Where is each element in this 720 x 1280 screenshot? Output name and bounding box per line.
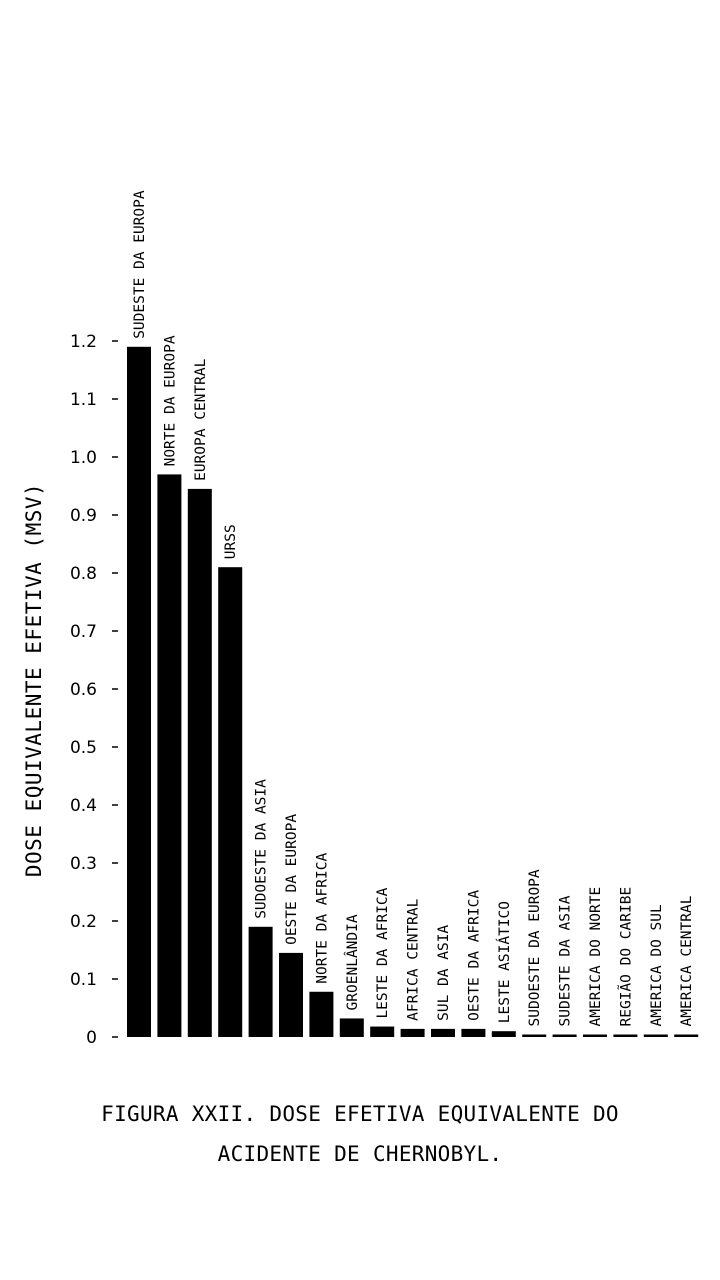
bar-label: SUDESTE DA EUROPA [132, 190, 148, 339]
bars [127, 346, 699, 1037]
bar [461, 1028, 486, 1037]
y-tick-label: 0.7 [70, 622, 97, 642]
bar-label: AMERICA CENTRAL [679, 895, 695, 1026]
y-tick-label: 0.4 [70, 796, 97, 816]
y-axis-ticks: 0 0.1 0.2 0.3 0.4 0.5 0.6 0.7 0.8 0.9 1.0 1.1 1.2 [70, 332, 118, 1048]
bar [248, 926, 273, 1037]
bar [674, 1034, 699, 1037]
bar-label: URSS [223, 524, 239, 559]
bar [218, 567, 243, 1037]
bar-label: SUDOESTE DA ASIA [254, 779, 270, 919]
bar [187, 488, 212, 1037]
bar-label: AFRICA CENTRAL [406, 898, 422, 1020]
bar-label: NORTE DA EUROPA [162, 335, 178, 466]
bar-label: EUROPA CENTRAL [193, 358, 209, 480]
bar [339, 1018, 364, 1037]
bar [491, 1031, 516, 1037]
bar [522, 1034, 547, 1037]
bar-label: LESTE ASIÁTICO [496, 901, 513, 1023]
y-tick-label: 0.2 [70, 912, 97, 932]
bar-labels: SUDESTE DA EUROPA NORTE DA EUROPA EUROPA C… [132, 190, 695, 1026]
bar [400, 1028, 425, 1037]
bar-label: OESTE DA EUROPA [284, 814, 300, 945]
bar-label: REGIÃO DO CARIBE [617, 887, 634, 1027]
y-tick-label: 0.8 [70, 564, 97, 584]
bar-label: SUDESTE DA ASIA [558, 895, 574, 1026]
y-tick-label: 0 [86, 1028, 97, 1048]
bar-label: SUL DA ASIA [436, 925, 452, 1021]
figure-caption: FIGURA XXII. DOSE EFETIVA EQUIVALENTE DO… [20, 1094, 700, 1174]
bar-label: LESTE DA AFRICA [375, 887, 391, 1018]
y-tick-label: 0.9 [70, 506, 97, 526]
y-tick-label: 1.2 [70, 332, 97, 352]
bar [643, 1034, 668, 1037]
bar-label: GROENLÂNDIA [343, 914, 361, 1010]
y-tick-label: 0.3 [70, 854, 97, 874]
bar-label: AMERICA DO NORTE [588, 887, 604, 1027]
y-axis-title: DOSE EQUIVALENTE EFETIVA (MSV) [22, 483, 46, 877]
caption-line-2: ACIDENTE DE CHERNOBYL. [217, 1142, 503, 1166]
bar [309, 991, 334, 1037]
bar-label: AMERICA DO SUL [649, 904, 665, 1026]
caption-line-1: FIGURA XXII. DOSE EFETIVA EQUIVALENTE DO [101, 1102, 619, 1126]
bar [613, 1034, 638, 1037]
bar [431, 1028, 455, 1037]
bar [279, 952, 303, 1037]
y-tick-label: 1.1 [70, 390, 97, 410]
bar [157, 474, 182, 1037]
bar-label: NORTE DA AFRICA [314, 853, 330, 984]
bar [583, 1034, 607, 1037]
bar [552, 1034, 577, 1037]
y-tick-label: 0.6 [70, 680, 97, 700]
y-tick-label: 0.5 [70, 738, 97, 758]
bar [127, 346, 151, 1037]
bar-label: OESTE DA AFRICA [466, 890, 482, 1021]
bar [370, 1026, 395, 1037]
bar-chart: 0 0.1 0.2 0.3 0.4 0.5 0.6 0.7 0.8 0.9 1.0 1.1 1.2 SU… [22, 190, 699, 1048]
y-tick-label: 0.1 [70, 970, 97, 990]
bar-label: SUDOESTE DA EUROPA [527, 869, 543, 1026]
y-tick-label: 1.0 [70, 448, 97, 468]
